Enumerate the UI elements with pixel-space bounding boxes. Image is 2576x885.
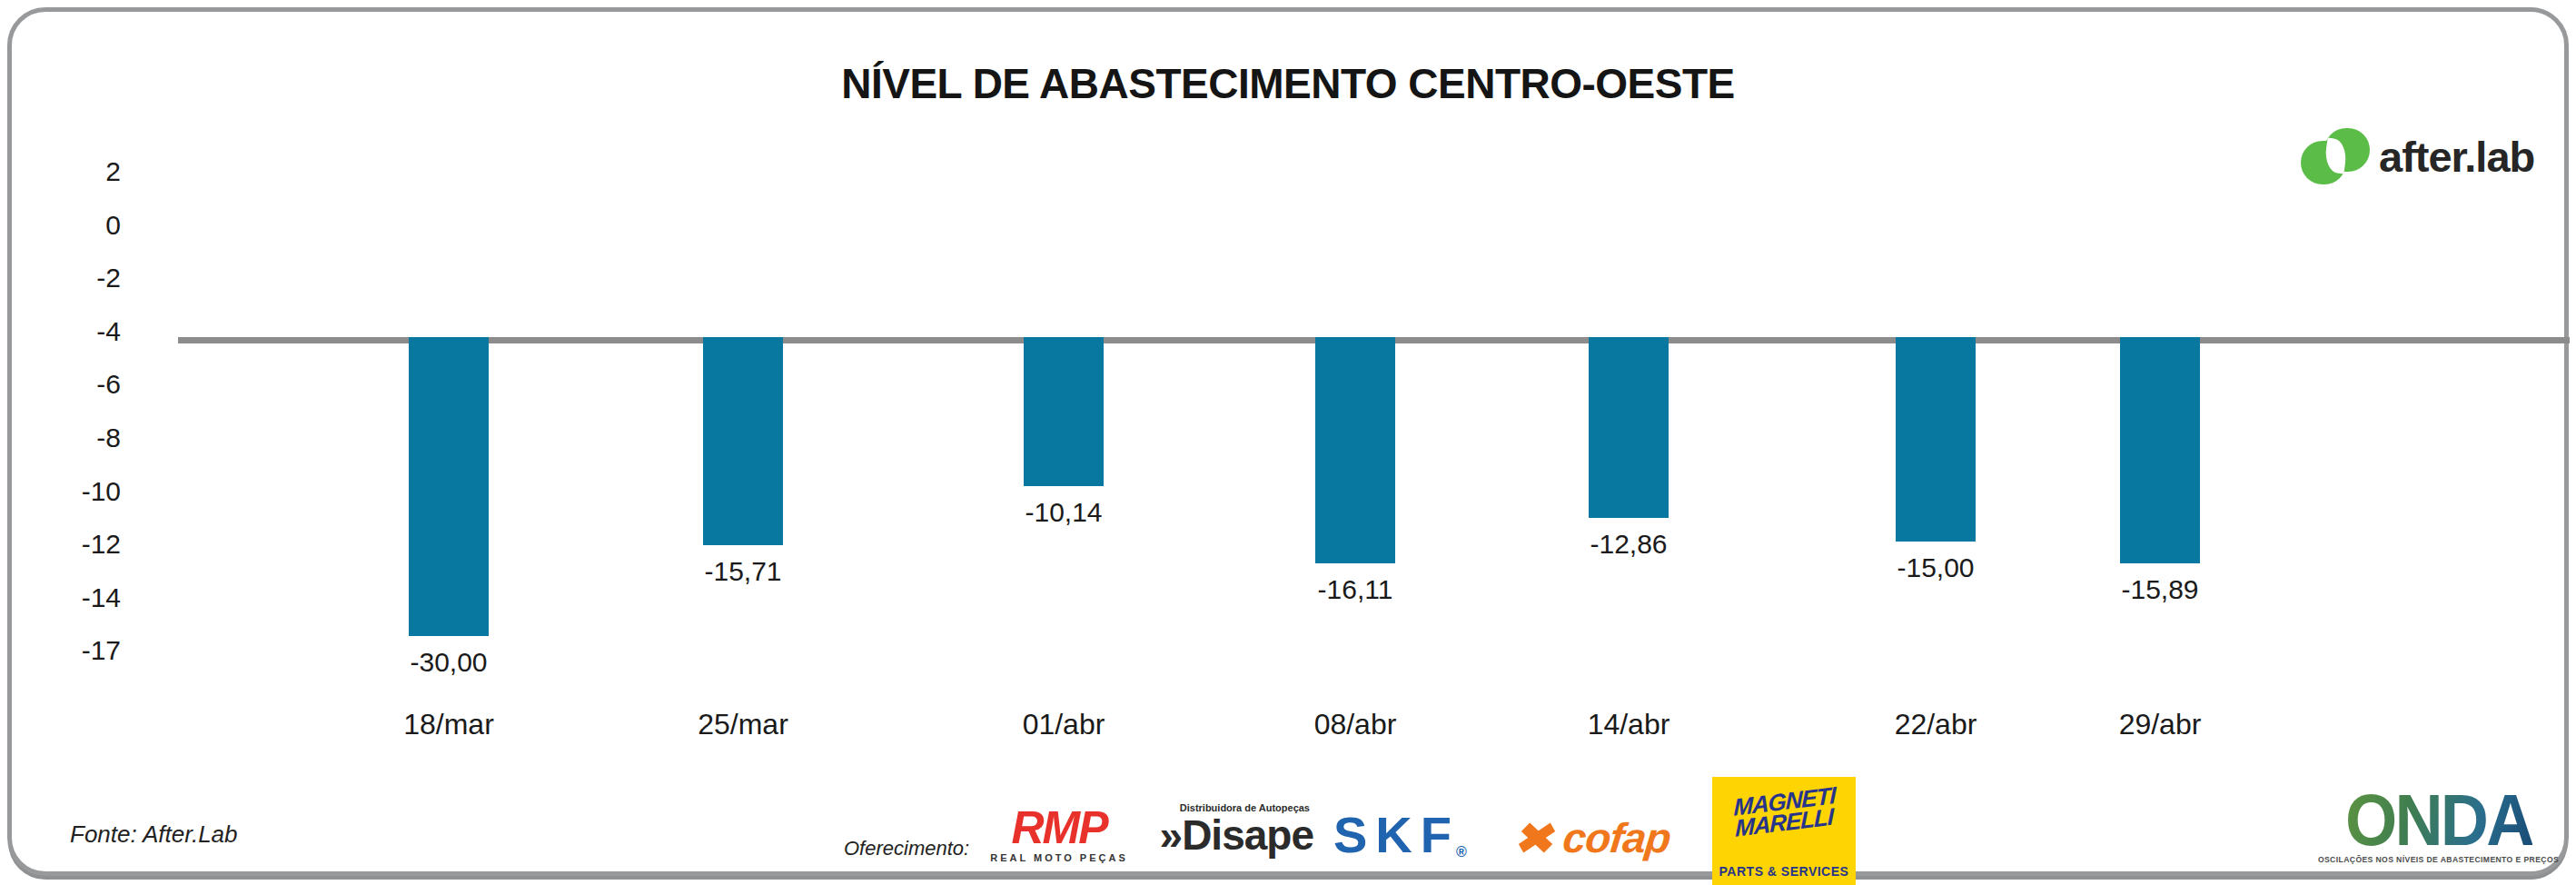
x-tick-label: 08/abr xyxy=(1255,708,1455,741)
disape-wordmark: »Disape xyxy=(1160,813,1313,857)
y-tick-label: -6 xyxy=(30,369,121,400)
magneti-marelli-wordmark: MAGNETI MARELLI xyxy=(1733,785,1836,840)
y-tick-label: -10 xyxy=(30,476,121,507)
bar xyxy=(1896,337,1976,542)
bar xyxy=(1024,337,1104,486)
y-tick-label: 0 xyxy=(30,210,121,241)
skf-registered-mark: ® xyxy=(1456,844,1467,860)
bar-value-label: -15,71 xyxy=(643,556,843,587)
bar xyxy=(2120,337,2200,563)
bar-value-label: -30,00 xyxy=(349,647,549,678)
x-tick-label: 22/abr xyxy=(1836,708,2036,741)
bar-value-label: -10,14 xyxy=(964,497,1164,528)
afterlab-wordmark: after.lab xyxy=(2379,132,2534,182)
cofap-wordmark: cofap xyxy=(1560,813,1672,862)
bar-value-label: -15,89 xyxy=(2060,574,2260,605)
bar xyxy=(409,337,489,636)
afterlab-leaf-icon xyxy=(2301,128,2370,184)
y-tick-label: -2 xyxy=(30,263,121,293)
source-note: Fonte: After.Lab xyxy=(70,820,238,849)
sponsor-logo-magneti-marelli: MAGNETI MARELLI PARTS & SERVICES xyxy=(1712,777,1856,885)
y-tick-label: -4 xyxy=(30,316,121,347)
sponsor-logo-skf: SKF ® xyxy=(1333,810,1467,860)
y-tick-label: -17 xyxy=(30,635,121,666)
onda-logo: ONDA OSCILAÇÕES NOS NÍVEIS DE ABASTECIME… xyxy=(2341,790,2536,864)
x-tick-label: 14/abr xyxy=(1529,708,1729,741)
x-tick-label: 01/abr xyxy=(964,708,1164,741)
y-tick-label: 2 xyxy=(30,156,121,187)
y-tick-label: -14 xyxy=(30,582,121,613)
chart-title: NÍVEL DE ABASTECIMENTO CENTRO-OESTE xyxy=(12,59,2564,108)
magneti-marelli-subtext: PARTS & SERVICES xyxy=(1719,864,1849,879)
sponsor-logo-rmp: RMP REAL MOTO PEÇAS xyxy=(1000,808,1118,863)
bar-value-label: -12,86 xyxy=(1529,529,1729,560)
afterlab-logo: after.lab xyxy=(2301,124,2534,188)
rmp-subtext: REAL MOTO PEÇAS xyxy=(990,852,1128,863)
x-tick-label: 29/abr xyxy=(2060,708,2260,741)
y-tick-label: -8 xyxy=(30,423,121,453)
rmp-wordmark: RMP xyxy=(1011,808,1106,849)
bar-value-label: -15,00 xyxy=(1836,552,2036,583)
sponsor-logo-disape: Distribuidora de Autopeças »Disape xyxy=(1136,802,1313,857)
bar xyxy=(1589,337,1669,518)
bar-value-label: -16,11 xyxy=(1255,574,1455,605)
x-tick-label: 25/mar xyxy=(643,708,843,741)
y-tick-label: -12 xyxy=(30,529,121,560)
cofap-x-icon xyxy=(1518,819,1556,857)
chart-canvas: NÍVEL DE ABASTECIMENTO CENTRO-OESTE afte… xyxy=(0,0,2576,885)
bar xyxy=(703,337,783,545)
onda-wordmark: ONDA xyxy=(2345,790,2532,851)
bar xyxy=(1315,337,1395,563)
sponsor-logo-cofap: cofap xyxy=(1518,813,1670,862)
offering-label: Oferecimento: xyxy=(844,837,969,860)
chart-card: NÍVEL DE ABASTECIMENTO CENTRO-OESTE afte… xyxy=(7,7,2569,876)
x-tick-label: 18/mar xyxy=(349,708,549,741)
skf-wordmark: SKF xyxy=(1333,810,1460,860)
